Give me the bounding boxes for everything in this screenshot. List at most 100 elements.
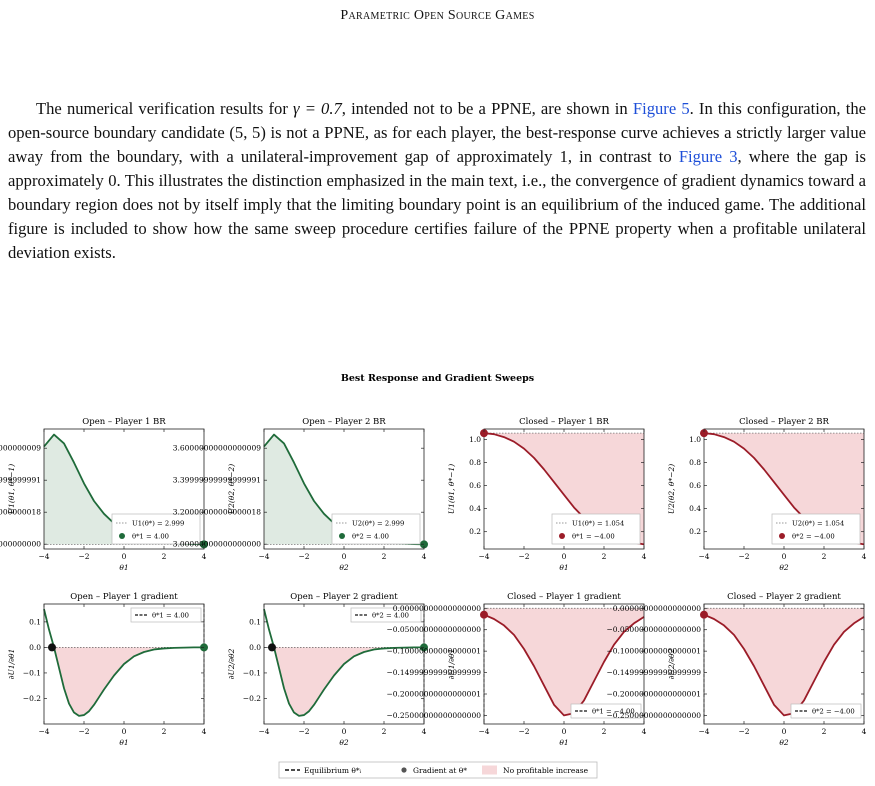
panel-top-3-title: Closed – Player 1 BR bbox=[519, 417, 609, 427]
legend-no-profit-swatch bbox=[482, 765, 497, 775]
panel-bottom-4-ylabel: ∂U2/∂θ2 bbox=[667, 648, 676, 679]
gamma-expr: γ = 0.7 bbox=[293, 98, 342, 118]
panel-top-4-equilibrium-marker bbox=[700, 429, 708, 438]
panel-top-4-xtick-label: −4 bbox=[698, 552, 709, 561]
panel-bottom-1: −4 −2 0 2 4 −0.2 −0.1 0.0 0.1 Open – Player 1 gra… bbox=[7, 592, 208, 747]
figure-legend-box bbox=[278, 761, 598, 779]
panel-top-4-xlabel: θ2 bbox=[779, 563, 789, 572]
panel-top-1-ytick-label: 3.39999999999999991 bbox=[0, 476, 41, 485]
panel-top-3-ylabel: U1(θ1, θ*−1) bbox=[447, 464, 456, 514]
body-paragraph: The numerical verification results for γ… bbox=[8, 97, 866, 265]
panel-top-3-legend-marker-label: θ*1 = −4.00 bbox=[572, 533, 615, 541]
figure-5-link[interactable]: Figure 5 bbox=[632, 98, 690, 118]
panel-bottom-3-xlabel: θ1 bbox=[559, 738, 568, 747]
panel-bottom-2-ytick-label: 0.1 bbox=[249, 617, 261, 626]
panel-bottom-2-xtick-label: 0 bbox=[342, 727, 347, 736]
panel-top-3-xtick-label: 0 bbox=[562, 552, 567, 561]
panel-top-1-legend-marker-label: θ*1 = 4.00 bbox=[132, 533, 169, 541]
panel-top-3-ytick-label: 0.6 bbox=[469, 481, 481, 490]
panel-top-2-legend-marker-label: θ*2 = 4.00 bbox=[352, 533, 389, 541]
panel-bottom-4-xtick-label: −4 bbox=[698, 727, 709, 736]
panel-top-2-legend-ref-label: U2(θ*) = 2.999 bbox=[352, 520, 404, 528]
panel-top-3-equilibrium-marker bbox=[480, 429, 488, 438]
panel-bottom-1-xtick-label: −2 bbox=[78, 727, 89, 736]
boundary-point: (5, 5) bbox=[229, 122, 266, 142]
panel-bottom-1-xtick-label: 4 bbox=[202, 727, 207, 736]
panel-bottom-3: −4 −2 0 2 4 −0.25000000000000000 −0.2000000000… bbox=[386, 592, 646, 747]
panel-top-2-legend-marker-swatch bbox=[339, 533, 345, 539]
panel-top-3-xtick-label: 2 bbox=[602, 552, 607, 561]
panel-top-1-ytick-label: 3.60000000000000009 bbox=[0, 444, 41, 453]
panel-top-2-ytick-label: 3.00000000000000000 bbox=[173, 540, 262, 549]
panel-bottom-4-curve bbox=[703, 613, 865, 717]
panel-top-1-ytick-label: 3.20000000000000018 bbox=[0, 508, 41, 517]
panel-bottom-4-ytick-label: −0.10000000000000001 bbox=[606, 647, 701, 656]
panel-bottom-4-xlabel: θ2 bbox=[779, 738, 789, 747]
panel-top-2-ylabel: U2(θ2, θ*−2) bbox=[227, 464, 236, 514]
panel-top-2-xtick-label: −2 bbox=[298, 552, 309, 561]
panel-bottom-3-ytick-label: −0.20000000000000001 bbox=[386, 690, 481, 699]
para-text-2: , intended not to be a PPNE, are shown i… bbox=[341, 98, 633, 118]
panel-top-3-ytick-label: 0.4 bbox=[469, 504, 481, 513]
panel-bottom-3-ytick-label: −0.14999999999999999 bbox=[386, 668, 481, 677]
panel-top-3-ytick-label: 1.0 bbox=[469, 435, 481, 444]
panel-bottom-3-ytick-label: −0.25000000000000000 bbox=[386, 711, 481, 720]
legend-no-profit-label: No profitable increase bbox=[503, 766, 589, 775]
panel-bottom-4-no-profit-fill bbox=[704, 608, 864, 716]
panel-bottom-4-legend-box bbox=[790, 703, 862, 719]
panel-bottom-1-curve bbox=[43, 608, 204, 717]
panel-bottom-1-zero-crossing-point bbox=[48, 643, 56, 652]
panel-bottom-1-xtick-label: −4 bbox=[38, 727, 49, 736]
panel-bottom-1-ytick-label: 0.0 bbox=[29, 643, 41, 652]
panel-top-1-fill bbox=[44, 434, 204, 545]
panel-top-4-xtick-label: 0 bbox=[782, 552, 787, 561]
panel-bottom-4-xtick-label: 2 bbox=[822, 727, 827, 736]
panel-bottom-4-ytick-label: −0.05000000000000000 bbox=[606, 625, 701, 634]
panel-bottom-3-curve bbox=[483, 613, 645, 717]
panel-bottom-1-ytick-label: 0.1 bbox=[29, 617, 41, 626]
panel-bottom-2-xtick-label: 2 bbox=[382, 727, 387, 736]
panel-top-2-legend-box bbox=[331, 513, 421, 545]
panel-top-2-xtick-label: 2 bbox=[382, 552, 387, 561]
panel-top-2-xtick-label: −4 bbox=[258, 552, 269, 561]
panel-top-3-xtick-label: −4 bbox=[478, 552, 489, 561]
panel-bottom-2-ytick-label: −0.2 bbox=[243, 694, 261, 703]
figure-legend: Equilibrium θ*ᵢ Gradient at θ* No profit… bbox=[278, 761, 598, 779]
panel-bottom-4-equilibrium-marker bbox=[700, 610, 708, 619]
panel-bottom-2-xlabel: θ2 bbox=[339, 738, 349, 747]
panel-bottom-2-title: Open – Player 2 gradient bbox=[290, 592, 398, 602]
panel-bottom-2-ytick-label: 0.0 bbox=[249, 643, 261, 652]
panel-top-3-legend-box bbox=[551, 513, 641, 545]
panel-top-1-title: Open – Player 1 BR bbox=[82, 417, 166, 427]
panel-bottom-4-ytick-label: −0.14999999999999999 bbox=[606, 668, 701, 677]
panel-bottom-2-legend-box bbox=[350, 607, 422, 623]
panel-bottom-1-xtick-label: 0 bbox=[122, 727, 127, 736]
panel-bottom-1-xtick-label: 2 bbox=[162, 727, 167, 736]
figure-3-link[interactable]: Figure 3 bbox=[678, 146, 738, 166]
panel-bottom-3-xtick-label: 0 bbox=[562, 727, 567, 736]
panel-bottom-1-title: Open – Player 1 gradient bbox=[70, 592, 178, 602]
panel-bottom-4-xtick-label: 4 bbox=[862, 727, 867, 736]
panel-top-4-legend-ref-label: U2(θ*) = 1.054 bbox=[792, 520, 844, 528]
panel-bottom-4-title: Closed – Player 2 gradient bbox=[727, 592, 841, 602]
panel-bottom-3-no-profit-fill bbox=[484, 608, 644, 716]
panel-bottom-2-no-profit-fill bbox=[264, 647, 424, 716]
para-text-3: . In this configuration, the open-source… bbox=[8, 98, 866, 142]
panel-bottom-2-ytick-label: −0.1 bbox=[243, 668, 261, 677]
panel-top-3-legend-ref-label: U1(θ*) = 1.054 bbox=[572, 520, 624, 528]
panel-bottom-4-xtick-label: 0 bbox=[782, 727, 787, 736]
panel-top-3-xtick-label: 4 bbox=[642, 552, 647, 561]
figure-title: Best Response and Gradient Sweeps bbox=[341, 373, 534, 384]
panel-top-3-legend-marker-swatch bbox=[559, 533, 565, 539]
panel-bottom-2-ylabel: ∂U2/∂θ2 bbox=[227, 648, 236, 679]
panel-top-1-legend-marker-swatch bbox=[119, 533, 125, 539]
panel-top-1-xtick-label: −2 bbox=[78, 552, 89, 561]
panel-top-4: −4 −2 0 2 4 0.2 0.4 0.6 0.8 1.0 Closed – Player 2 … bbox=[667, 417, 867, 572]
panel-bottom-3-ytick-label: −0.10000000000000001 bbox=[386, 647, 481, 656]
panel-bottom-1-ylabel: ∂U1/∂θ1 bbox=[7, 649, 16, 680]
panel-top-4-ytick-label: 1.0 bbox=[689, 435, 701, 444]
panel-bottom-1-no-profit-fill bbox=[44, 647, 204, 716]
panel-bottom-3-ytick-label: 0.00000000000000000 bbox=[393, 604, 482, 613]
panel-top-1-xtick-label: −4 bbox=[38, 552, 49, 561]
panel-bottom-4-ytick-label: −0.25000000000000000 bbox=[606, 711, 701, 720]
